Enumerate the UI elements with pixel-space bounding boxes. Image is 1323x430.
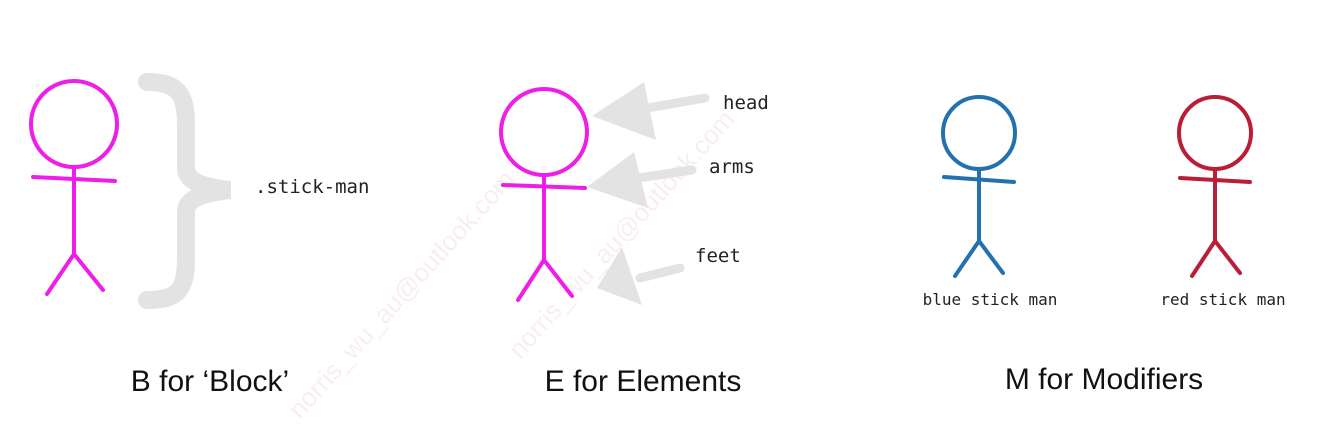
arms-arrow: [587, 152, 697, 208]
feet-arrow: [597, 247, 685, 305]
red-stick-man: [1177, 95, 1253, 278]
block-left-leg: [45, 252, 76, 296]
watermark-text-1: norris_wu_au@outlook.com: [282, 164, 520, 424]
feet-arrow-head: [597, 247, 642, 305]
feet-arrow-shaft: [635, 263, 685, 283]
feet-label: feet: [695, 245, 741, 267]
red-stick-man-label: red stick man: [1160, 290, 1285, 309]
blue-stick-man: [941, 95, 1017, 278]
blue-right-leg: [977, 239, 1005, 275]
elements-arms: [501, 183, 587, 190]
red-head: [1177, 95, 1253, 171]
block-stick-man: [29, 79, 119, 296]
arms-label: arms: [709, 156, 755, 178]
watermark-text-2: norris_wu_au@outlook.com: [502, 104, 740, 364]
arms-arrow-head: [587, 152, 648, 208]
block-arms: [31, 175, 117, 183]
block-label: .stick-man: [255, 176, 369, 198]
elements-caption: E for Elements: [545, 365, 742, 398]
red-arms: [1178, 176, 1252, 184]
block-curly-brace: [138, 73, 232, 309]
modifiers-caption: M for Modifiers: [1005, 363, 1203, 396]
blue-arms: [942, 175, 1016, 184]
block-head: [29, 79, 119, 169]
head-arrow-head: [592, 82, 656, 140]
elements-left-leg: [516, 258, 546, 302]
red-left-leg: [1190, 239, 1217, 278]
block-right-leg: [72, 252, 105, 292]
block-caption: B for ‘Block’: [131, 365, 289, 398]
modifiers-section: blue stick man red stick man M for Modif…: [923, 95, 1286, 396]
head-label: head: [723, 92, 769, 114]
blue-head: [941, 95, 1017, 171]
head-arrow: [592, 82, 710, 140]
red-right-leg: [1213, 239, 1242, 275]
blue-stick-man-label: blue stick man: [923, 290, 1058, 309]
block-section: .stick-man B for ‘Block’: [29, 73, 369, 398]
blue-left-leg: [953, 239, 981, 278]
elements-head: [499, 87, 589, 177]
elements-section: head arms feet E for Elements: [499, 82, 769, 398]
elements-right-leg: [542, 258, 574, 298]
elements-stick-man: [499, 87, 589, 302]
